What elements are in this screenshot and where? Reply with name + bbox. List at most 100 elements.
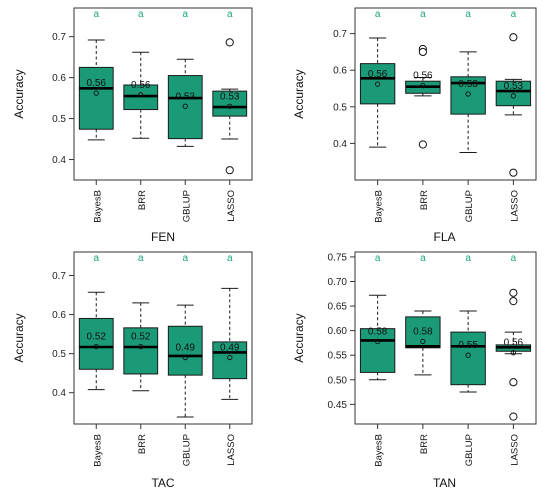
mean-value-label: 0.52 xyxy=(87,332,107,343)
mean-value-label: 0.56 xyxy=(504,338,524,349)
category-label: LASSO xyxy=(509,190,520,222)
box-body xyxy=(212,341,248,380)
box-bayesb: 0.56 a BayesB xyxy=(78,9,114,223)
category-label: BayesB xyxy=(92,190,103,223)
outlier-point xyxy=(509,412,518,421)
mean-point xyxy=(138,343,144,350)
y-tick-label: 0.7 xyxy=(52,32,66,43)
outlier-point xyxy=(509,33,518,42)
outlier-point xyxy=(509,378,518,387)
y-tick-label: 0.6 xyxy=(52,310,66,321)
category-label: BRR xyxy=(137,190,148,210)
category-label: LASSO xyxy=(509,434,520,466)
panel-title: TAC xyxy=(151,476,174,490)
chart-panel-tan: 0.45 0.50 0.55 0.60 0.65 0.70 0.75 Accuracy 0.58… xyxy=(292,251,537,490)
box-body xyxy=(78,66,114,130)
y-tick-label: 0.6 xyxy=(52,73,66,84)
outlier-point xyxy=(418,140,427,149)
mean-value-label: 0.58 xyxy=(368,326,388,337)
y-tick-label: 0.4 xyxy=(52,155,66,166)
category-label: BayesB xyxy=(92,434,103,467)
box-brr: 0.52 a BRR xyxy=(123,253,159,454)
box-brr: 0.56 a BRR xyxy=(123,9,159,210)
outlier-point xyxy=(225,166,234,175)
box-gblup: 0.53 a GBLUP xyxy=(167,9,203,222)
significance-letter: a xyxy=(511,253,517,264)
plot-frame xyxy=(73,251,253,425)
mean-value-label: 0.49 xyxy=(220,343,240,354)
plot-frame xyxy=(354,251,537,425)
mean-value-label: 0.53 xyxy=(220,91,240,102)
category-label: GBLUP xyxy=(181,190,192,222)
box-lasso: 0.53 a LASSO xyxy=(212,9,248,222)
y-tick-label: 0.70 xyxy=(328,277,348,288)
box-gblup: 0.49 a GBLUP xyxy=(167,253,203,466)
significance-letter: a xyxy=(182,9,188,20)
category-label: BayesB xyxy=(374,434,385,467)
y-tick-label: 0.60 xyxy=(328,326,348,337)
category-label: GBLUP xyxy=(181,434,192,466)
outlier-point xyxy=(509,297,518,306)
box-body xyxy=(123,327,159,375)
box-body xyxy=(450,331,486,386)
mean-value-label: 0.56 xyxy=(368,69,388,80)
category-label: BayesB xyxy=(374,190,385,223)
outlier-point xyxy=(509,168,518,177)
mean-point xyxy=(227,354,233,361)
significance-letter: a xyxy=(465,253,471,264)
box-body xyxy=(405,316,441,349)
outlier-point xyxy=(509,288,518,297)
mean-point xyxy=(465,91,471,97)
mean-point xyxy=(227,103,233,109)
plot-frame xyxy=(73,7,253,181)
panel-title: TAN xyxy=(433,476,456,490)
category-label: LASSO xyxy=(226,434,237,466)
mean-value-label: 0.56 xyxy=(131,80,151,91)
mean-point xyxy=(93,90,99,96)
mean-point xyxy=(420,82,426,89)
box-brr: 0.56 a BRR xyxy=(405,9,441,210)
y-tick-label: 0.5 xyxy=(333,102,347,113)
box-bayesb: 0.56 a BayesB xyxy=(359,9,396,223)
significance-letter: a xyxy=(227,9,233,20)
y-tick-label: 0.65 xyxy=(328,302,348,313)
box-body xyxy=(359,63,396,105)
y-tick-label: 0.4 xyxy=(333,139,347,150)
box-lasso: 0.53 a LASSO xyxy=(495,9,532,222)
box-gblup: 0.53 a GBLUP xyxy=(450,9,486,222)
y-tick-label: 0.5 xyxy=(52,114,66,125)
significance-letter: a xyxy=(138,9,144,20)
significance-letter: a xyxy=(420,253,426,264)
mean-value-label: 0.56 xyxy=(413,71,433,82)
significance-letter: a xyxy=(93,253,99,264)
mean-value-label: 0.58 xyxy=(413,326,433,337)
box-lasso: 0.56 a LASSO xyxy=(495,253,532,466)
outlier-point xyxy=(225,38,234,47)
y-axis-label: Accuracy xyxy=(292,69,306,118)
y-tick-label: 0.7 xyxy=(52,271,66,282)
mean-value-label: 0.52 xyxy=(131,332,151,343)
y-tick-label: 0.50 xyxy=(328,375,348,386)
category-label: BRR xyxy=(419,434,430,454)
panel-title: FLA xyxy=(433,230,455,244)
mean-point xyxy=(374,81,381,87)
y-axis-label: Accuracy xyxy=(12,313,26,362)
mean-point xyxy=(138,92,144,98)
mean-value-label: 0.53 xyxy=(176,91,196,102)
y-tick-label: 0.5 xyxy=(52,349,66,360)
y-tick-label: 0.75 xyxy=(328,252,348,263)
plot-frame xyxy=(354,7,537,181)
category-label: BRR xyxy=(419,190,430,210)
significance-letter: a xyxy=(375,9,381,20)
y-tick-label: 0.7 xyxy=(333,29,347,40)
box-body xyxy=(495,80,532,107)
outlier-point xyxy=(418,47,427,57)
mean-point xyxy=(182,354,188,361)
significance-letter: a xyxy=(93,9,99,20)
box-body xyxy=(167,325,203,376)
box-body xyxy=(359,328,396,373)
mean-point xyxy=(510,93,517,99)
